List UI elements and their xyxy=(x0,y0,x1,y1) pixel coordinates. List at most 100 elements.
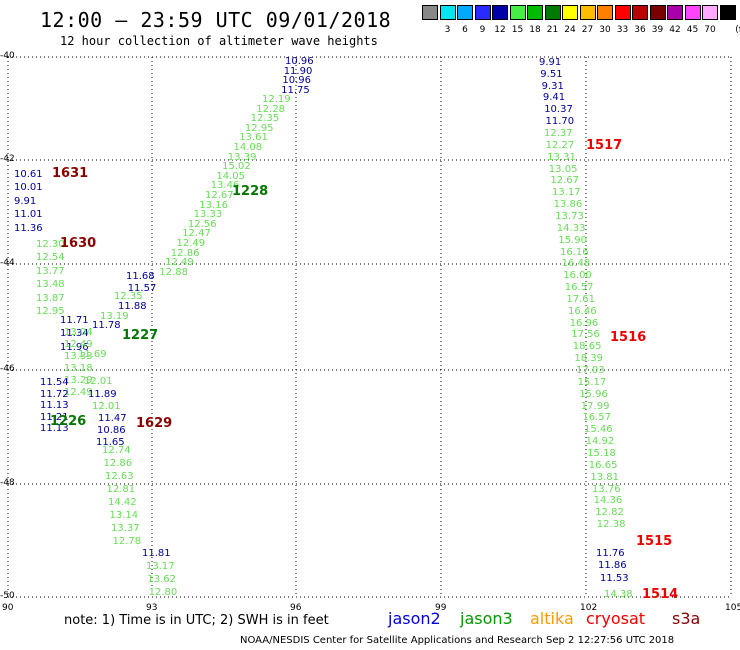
wave-height-value: 11.13 xyxy=(40,423,69,435)
wave-height-value: 11.34 xyxy=(60,328,89,340)
satellite-name: jason3 xyxy=(460,609,513,628)
legend-swatch xyxy=(562,5,578,20)
wave-height-value: 16.57 xyxy=(564,282,594,294)
wave-height-value: 11.69 xyxy=(78,349,107,360)
wave-height-value: 12.78 xyxy=(112,536,142,547)
wave-height-value: 11.75 xyxy=(281,84,310,96)
longitude-label: 102 xyxy=(580,603,598,613)
legend-swatch xyxy=(719,5,736,20)
wave-height-value: 12.47 xyxy=(182,228,211,240)
legend-label: 15 xyxy=(511,25,524,35)
wave-height-value: 12.35 xyxy=(250,113,280,125)
wave-height-value: 16.00 xyxy=(563,270,592,282)
wave-height-value: 9.41 xyxy=(542,92,566,104)
legend-swatch xyxy=(439,5,456,20)
wave-height-value: 11.76 xyxy=(596,548,625,559)
wave-height-value: 13.16 xyxy=(199,199,228,211)
wave-height-value: 9.91 xyxy=(14,195,37,207)
wave-height-value: 10.86 xyxy=(97,425,126,436)
legend-swatch xyxy=(597,5,613,20)
pass-label: 1228 xyxy=(232,184,269,199)
wave-height-value: 14.42 xyxy=(108,497,137,508)
wave-height-value: 12.49 xyxy=(165,257,194,269)
satellite-name: jason2 xyxy=(388,609,441,628)
legend-label: 39 xyxy=(651,25,664,35)
legend-swatch xyxy=(544,5,561,20)
wave-height-value: 13.33 xyxy=(193,209,223,221)
wave-height-value: 9.51 xyxy=(540,68,563,80)
wave-height-value: 13.61 xyxy=(239,132,268,144)
wave-height-value: 12.80 xyxy=(148,587,178,598)
wave-height-value: 12.82 xyxy=(595,507,624,519)
wave-height-value: 12.01 xyxy=(84,376,113,387)
wave-height-value: 12.49 xyxy=(64,339,93,350)
page-title: 12:00 – 23:59 UTC 09/01/2018 xyxy=(40,8,392,32)
wave-height-value: 9.91 xyxy=(539,57,562,68)
wave-height-value: 12.81 xyxy=(106,484,136,495)
wave-height-value: 12.19 xyxy=(262,94,291,105)
wave-height-value: 11.78 xyxy=(92,320,121,331)
wave-height-value: 15.96 xyxy=(579,388,608,400)
legend-swatch xyxy=(614,5,631,20)
latitude-label: -48 xyxy=(0,478,15,488)
wave-height-value: 12.63 xyxy=(105,471,134,482)
wave-height-value: 10.01 xyxy=(14,182,43,194)
wave-height-value: 13.18 xyxy=(64,363,93,374)
latitude-label: -46 xyxy=(0,364,15,374)
wave-height-value: 13.81 xyxy=(590,471,620,483)
wave-height-value: 17.61 xyxy=(566,293,596,305)
wave-height-value: 11.21 xyxy=(40,411,69,423)
wave-height-value: 18.39 xyxy=(574,353,604,365)
legend-label: 18 xyxy=(529,25,541,35)
legend-label: 36 xyxy=(634,25,646,35)
wave-height-value: 15.46 xyxy=(584,424,613,436)
legend-label: 9 xyxy=(479,25,486,35)
pass-label: 1629 xyxy=(136,416,173,431)
wave-height-value: 12.49 xyxy=(176,238,206,249)
wave-height-value: 16.57 xyxy=(582,412,612,424)
wave-height-value: 16.48 xyxy=(561,258,591,270)
wave-height-value: 12.86 xyxy=(170,247,200,259)
wave-height-value: 13.87 xyxy=(36,292,65,304)
wave-height-value: 12.95 xyxy=(36,306,65,317)
wave-height-value: 13.17 xyxy=(146,561,175,572)
wave-height-value: 11.90 xyxy=(283,65,313,77)
wave-height-value: 10.37 xyxy=(544,104,573,116)
longitude-label: 99 xyxy=(435,603,447,613)
wave-height-value: 17.56 xyxy=(571,329,600,341)
legend-label: 12 xyxy=(494,25,506,35)
legend-unit: (ft) xyxy=(735,25,740,35)
wave-height-value: 16.96 xyxy=(569,317,599,329)
legend-label: 30 xyxy=(599,25,611,35)
wave-height-value: 14.36 xyxy=(593,495,623,507)
wave-height-value: 9.31 xyxy=(541,80,564,92)
legend-swatch xyxy=(457,5,473,20)
legend-swatch xyxy=(527,5,543,20)
wave-height-value: 13.77 xyxy=(36,265,65,277)
legend-label: 33 xyxy=(616,25,629,35)
legend-label: 42 xyxy=(669,25,681,35)
wave-height-value: 12.54 xyxy=(36,252,65,264)
satellite-name: altika xyxy=(530,609,574,628)
page-subtitle: 12 hour collection of altimeter wave hei… xyxy=(60,34,378,48)
wave-height-value: 14.38 xyxy=(604,589,633,600)
wave-height-value: 14.08 xyxy=(233,142,263,153)
legend-label: 45 xyxy=(686,25,699,35)
wave-height-value: 13.86 xyxy=(553,199,583,211)
wave-height-value: 10.96 xyxy=(282,75,312,86)
wave-height-value: 11.65 xyxy=(96,437,125,448)
legend-swatch xyxy=(509,5,526,20)
credit-line: NOAA/NESDIS Center for Satellite Applica… xyxy=(240,635,675,646)
legend-swatch xyxy=(579,5,596,20)
wave-height-value: 11.01 xyxy=(14,209,43,221)
wave-height-value: 15.18 xyxy=(587,447,616,459)
wave-height-value: 13.48 xyxy=(36,279,65,291)
pass-label: 1514 xyxy=(642,587,679,602)
legend-swatch xyxy=(684,5,701,20)
longitude-label: 90 xyxy=(2,603,14,613)
wave-height-value: 12.38 xyxy=(596,519,626,531)
wave-height-value: 15.90 xyxy=(558,234,588,246)
legend-swatch xyxy=(474,5,491,20)
wave-height-value: 10.61 xyxy=(14,169,43,180)
